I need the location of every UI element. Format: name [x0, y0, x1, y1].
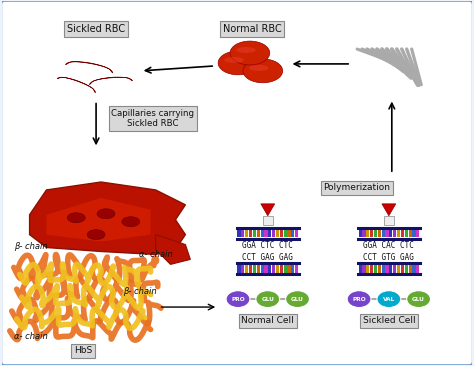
Bar: [385, 229, 389, 237]
Bar: [276, 265, 279, 273]
Ellipse shape: [236, 47, 256, 53]
Text: Sickled RBC: Sickled RBC: [67, 24, 125, 34]
Text: CCT GAG GAG: CCT GAG GAG: [242, 253, 293, 262]
Bar: [405, 265, 408, 273]
Bar: [292, 229, 294, 237]
Bar: [257, 229, 260, 237]
Bar: [397, 265, 400, 273]
Bar: [264, 229, 267, 237]
Bar: [249, 229, 252, 237]
Bar: [253, 265, 256, 273]
Bar: [237, 265, 241, 273]
Bar: [261, 265, 264, 273]
Text: Polymerization: Polymerization: [324, 183, 391, 193]
Bar: [245, 229, 248, 237]
Ellipse shape: [218, 51, 258, 75]
Bar: [401, 265, 404, 273]
Bar: [264, 265, 267, 273]
Text: GGA CTC CTC: GGA CTC CTC: [242, 241, 293, 250]
Text: HbS: HbS: [74, 346, 92, 355]
Bar: [363, 229, 365, 237]
Polygon shape: [29, 182, 185, 254]
Polygon shape: [46, 198, 151, 242]
Ellipse shape: [122, 217, 140, 227]
Ellipse shape: [249, 65, 269, 71]
Bar: [384, 216, 394, 225]
Bar: [393, 229, 396, 237]
Text: Sickled Cell: Sickled Cell: [363, 317, 415, 325]
Ellipse shape: [407, 291, 430, 307]
Bar: [405, 229, 408, 237]
Text: Normal Cell: Normal Cell: [241, 317, 294, 325]
Ellipse shape: [377, 291, 401, 307]
Bar: [389, 229, 392, 237]
Bar: [412, 229, 416, 237]
Ellipse shape: [286, 291, 310, 307]
Bar: [416, 265, 419, 273]
Bar: [280, 229, 283, 237]
Text: PRO: PRO: [352, 296, 366, 302]
Ellipse shape: [97, 209, 115, 219]
Bar: [249, 265, 252, 273]
Bar: [374, 229, 377, 237]
Bar: [389, 265, 392, 273]
Bar: [412, 265, 416, 273]
Bar: [378, 265, 381, 273]
Text: Normal RBC: Normal RBC: [222, 24, 281, 34]
Ellipse shape: [256, 291, 280, 307]
Bar: [295, 265, 298, 273]
Text: VAL: VAL: [383, 296, 395, 302]
Bar: [272, 229, 275, 237]
Bar: [276, 229, 279, 237]
Text: GLU: GLU: [291, 296, 304, 302]
Polygon shape: [90, 77, 132, 85]
Polygon shape: [382, 204, 396, 216]
Bar: [245, 265, 248, 273]
Bar: [409, 229, 412, 237]
Text: PRO: PRO: [231, 296, 245, 302]
Ellipse shape: [347, 291, 371, 307]
Bar: [416, 229, 419, 237]
Polygon shape: [261, 204, 275, 216]
Bar: [382, 229, 385, 237]
Bar: [288, 229, 291, 237]
Text: α- chain: α- chain: [14, 332, 47, 341]
Bar: [378, 229, 381, 237]
Bar: [358, 229, 362, 237]
Bar: [280, 265, 283, 273]
Polygon shape: [66, 62, 113, 73]
Bar: [366, 265, 369, 273]
Bar: [401, 229, 404, 237]
Bar: [268, 265, 272, 273]
Bar: [393, 265, 396, 273]
Bar: [397, 229, 400, 237]
Bar: [241, 229, 245, 237]
Ellipse shape: [224, 57, 244, 63]
Bar: [374, 265, 377, 273]
Text: β- chain: β- chain: [123, 287, 156, 296]
Text: GLU: GLU: [412, 296, 425, 302]
Bar: [253, 229, 256, 237]
Bar: [363, 265, 365, 273]
Text: β- chain: β- chain: [14, 243, 47, 251]
Polygon shape: [57, 77, 95, 93]
Bar: [385, 265, 389, 273]
Text: GGA CAC CTC: GGA CAC CTC: [364, 241, 414, 250]
Bar: [268, 229, 272, 237]
Bar: [241, 265, 245, 273]
Bar: [409, 265, 412, 273]
Bar: [283, 229, 287, 237]
Bar: [261, 229, 264, 237]
Bar: [283, 265, 287, 273]
Bar: [370, 229, 373, 237]
Text: GLU: GLU: [261, 296, 274, 302]
Text: α- chain: α- chain: [139, 250, 173, 259]
Text: CCT GTG GAG: CCT GTG GAG: [364, 253, 414, 262]
Ellipse shape: [67, 213, 85, 223]
Ellipse shape: [243, 59, 283, 83]
Bar: [358, 265, 362, 273]
Bar: [382, 265, 385, 273]
Bar: [288, 265, 291, 273]
Bar: [263, 216, 273, 225]
